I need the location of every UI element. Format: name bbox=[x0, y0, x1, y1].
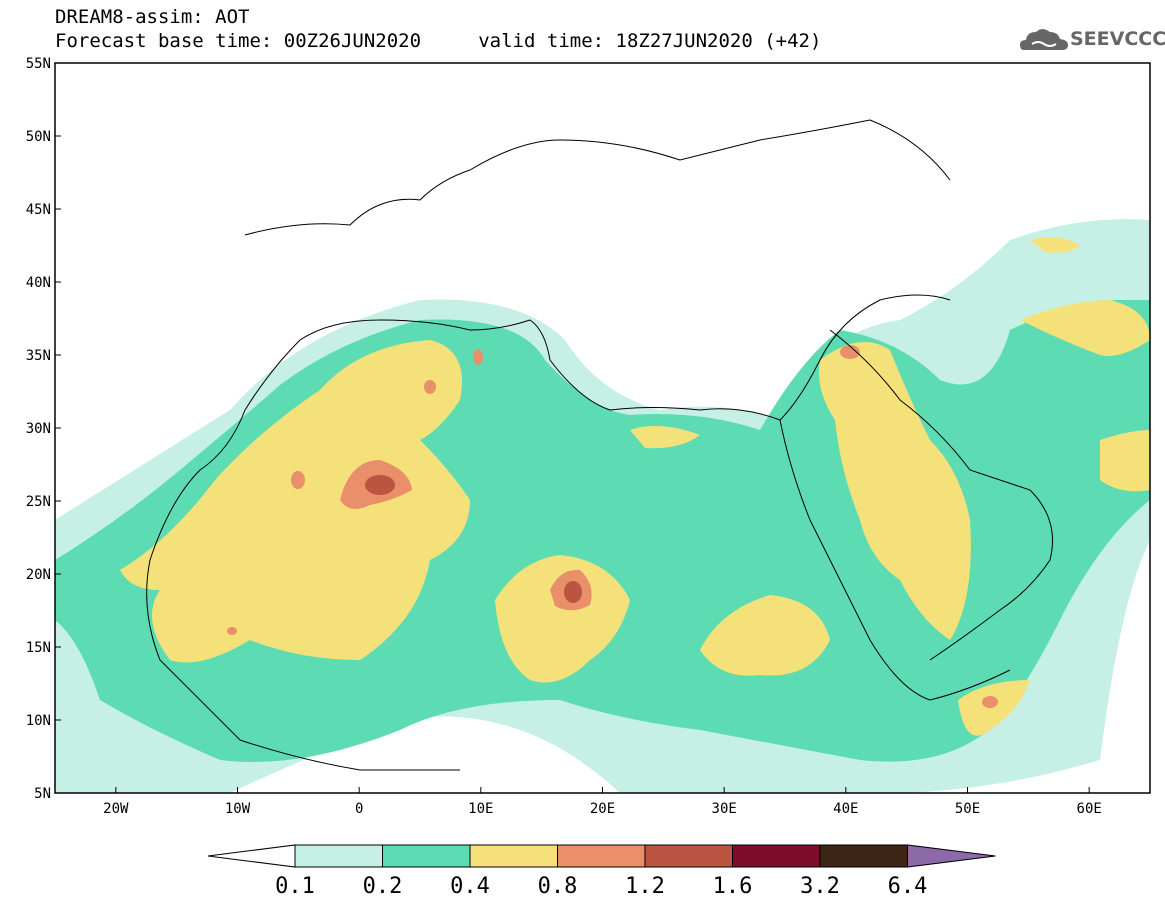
aot-band-0-4 bbox=[1100, 430, 1150, 492]
aot-band-0-8 bbox=[424, 380, 436, 394]
lat-label: 35N bbox=[26, 348, 51, 364]
lat-label: 20N bbox=[26, 567, 51, 583]
aot-band-0-8 bbox=[840, 345, 860, 359]
colorbar-swatch bbox=[557, 844, 646, 868]
colorbar-labels: 0.1 0.2 0.4 0.8 1.2 1.6 3.2 6.4 bbox=[275, 874, 927, 899]
lat-label: 25N bbox=[26, 494, 51, 510]
colorbar-level-label: 3.2 bbox=[800, 874, 840, 899]
colorbar-swatch bbox=[294, 844, 383, 868]
aot-band-1-2 bbox=[365, 475, 395, 495]
aot-band-0-4 bbox=[630, 426, 700, 449]
lon-label: 50E bbox=[955, 801, 980, 817]
aot-band-0-4 bbox=[1020, 300, 1150, 356]
colorbar-low-arrow bbox=[207, 844, 296, 868]
coastline-north-africa bbox=[244, 319, 781, 421]
aot-field bbox=[55, 219, 1150, 793]
colorbar-swatch bbox=[819, 844, 908, 868]
colorbar-high-arrow bbox=[907, 844, 996, 868]
lat-label: 45N bbox=[26, 202, 51, 218]
lat-label: 30N bbox=[26, 421, 51, 437]
aot-band-0-4 bbox=[700, 595, 830, 676]
lat-label: 50N bbox=[26, 129, 51, 145]
logo-text: SEEVCCC bbox=[1070, 28, 1165, 50]
forecast-times: Forecast base time: 00Z26JUN2020 valid t… bbox=[55, 30, 822, 52]
lat-label: 10N bbox=[26, 713, 51, 729]
colorbar-swatch bbox=[644, 844, 733, 868]
aot-band-0-4 bbox=[495, 555, 630, 683]
colorbar-level-label: 1.2 bbox=[625, 874, 665, 899]
lon-label: 40E bbox=[833, 801, 858, 817]
aot-band-0-8 bbox=[291, 471, 305, 489]
coastline-mediterranean-east bbox=[779, 294, 951, 421]
lat-label: 5N bbox=[34, 786, 51, 802]
aot-band-0-8 bbox=[982, 696, 998, 708]
aot-band-0-8 bbox=[227, 627, 237, 635]
coastlines bbox=[146, 119, 1053, 771]
colorbar-level-label: 0.2 bbox=[363, 874, 403, 899]
colorbar bbox=[207, 844, 996, 868]
colorbar-level-label: 1.6 bbox=[713, 874, 753, 899]
colorbar-swatch bbox=[732, 844, 821, 868]
latitude-labels: 55N 50N 45N 40N 35N 30N 25N 20N 15N 10N 5N bbox=[26, 56, 51, 802]
cloud-logo-icon bbox=[1020, 29, 1068, 50]
colorbar-level-label: 0.8 bbox=[538, 874, 578, 899]
axis-ticks bbox=[55, 62, 1090, 794]
aot-band-0-4 bbox=[958, 680, 1030, 736]
lon-label: 10W bbox=[225, 801, 251, 817]
colorbar-level-label: 0.4 bbox=[450, 874, 490, 899]
lon-label: 60E bbox=[1077, 801, 1102, 817]
lat-label: 40N bbox=[26, 275, 51, 291]
lon-label: 20W bbox=[103, 801, 129, 817]
lon-label: 10E bbox=[468, 801, 493, 817]
colorbar-level-label: 0.1 bbox=[275, 874, 315, 899]
lon-label: 30E bbox=[712, 801, 737, 817]
longitude-labels: 20W 10W 0 10E 20E 30E 40E 50E 60E bbox=[103, 801, 1102, 817]
coastline-red-sea bbox=[779, 419, 1011, 701]
aot-band-0-8 bbox=[473, 349, 483, 365]
lat-label: 15N bbox=[26, 640, 51, 656]
lat-label: 55N bbox=[26, 56, 51, 72]
aot-band-0-4 bbox=[120, 340, 470, 663]
aot-band-0-4 bbox=[1030, 236, 1080, 253]
lon-label: 20E bbox=[590, 801, 615, 817]
coastline-europe bbox=[244, 119, 951, 236]
aot-band-1-2 bbox=[564, 581, 582, 603]
map-title: DREAM8-assim: AOT bbox=[55, 6, 250, 28]
colorbar-swatch bbox=[382, 844, 471, 868]
aot-band-0-4 bbox=[819, 342, 971, 640]
colorbar-swatch bbox=[469, 844, 558, 868]
colorbar-level-label: 6.4 bbox=[888, 874, 928, 899]
coastline-west-africa bbox=[146, 409, 460, 771]
lon-label: 0 bbox=[355, 801, 363, 817]
coastline-arabia bbox=[829, 329, 1053, 661]
